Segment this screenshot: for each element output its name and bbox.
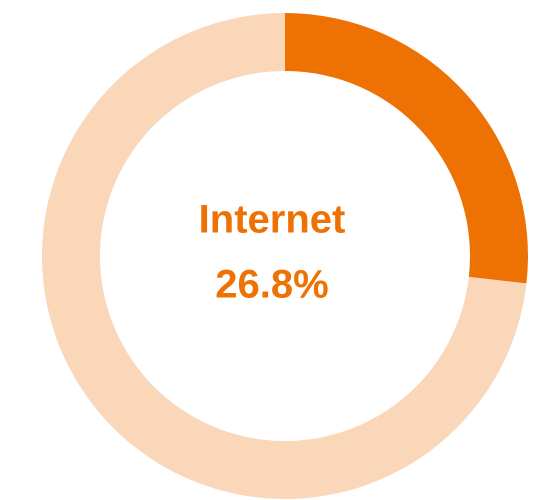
donut-segment: [285, 13, 528, 284]
center-value: 26.8%: [215, 263, 328, 307]
donut: [41, 13, 528, 499]
center-label: Internet: [199, 198, 346, 242]
